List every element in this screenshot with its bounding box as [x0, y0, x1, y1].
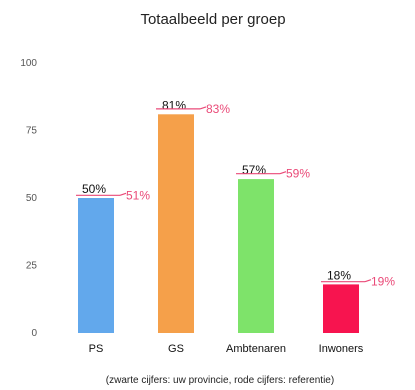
value-label: 18%: [327, 268, 351, 282]
reference-line: [199, 106, 207, 110]
y-tick-label: 25: [26, 261, 38, 272]
value-label: 50%: [82, 182, 106, 196]
category-label: Ambtenaren: [226, 343, 286, 355]
y-tick-label: 50: [26, 193, 38, 204]
bars: 50% 81% 57% 18%: [78, 98, 359, 333]
y-axis: 0 25 50 75 100: [20, 58, 37, 339]
reference-line: [119, 192, 127, 196]
footnote: (zwarte cijfers: uw provincie, rode cijf…: [106, 375, 334, 386]
value-label: 81%: [162, 98, 186, 112]
reference-line: [364, 279, 372, 283]
reference-label: 83%: [206, 102, 230, 116]
x-axis: PS GS Ambtenaren Inwoners: [89, 343, 364, 355]
bar: [323, 284, 359, 333]
y-tick-label: 75: [26, 126, 38, 137]
bar: [78, 198, 114, 333]
reference-label: 51%: [126, 188, 150, 202]
chart-title: Totaalbeeld per groep: [140, 11, 285, 28]
bar: [158, 114, 194, 333]
reference-label: 19%: [371, 275, 395, 289]
reference-line: [279, 171, 287, 175]
y-tick-label: 0: [31, 328, 37, 339]
category-label: PS: [89, 343, 104, 355]
category-label: Inwoners: [319, 343, 364, 355]
reference-markers: 51% 83% 59% 19%: [76, 102, 395, 289]
reference-label: 59%: [286, 167, 310, 181]
value-label: 57%: [242, 163, 266, 177]
bar: [238, 179, 274, 333]
y-tick-label: 100: [20, 58, 37, 69]
category-label: GS: [168, 343, 184, 355]
